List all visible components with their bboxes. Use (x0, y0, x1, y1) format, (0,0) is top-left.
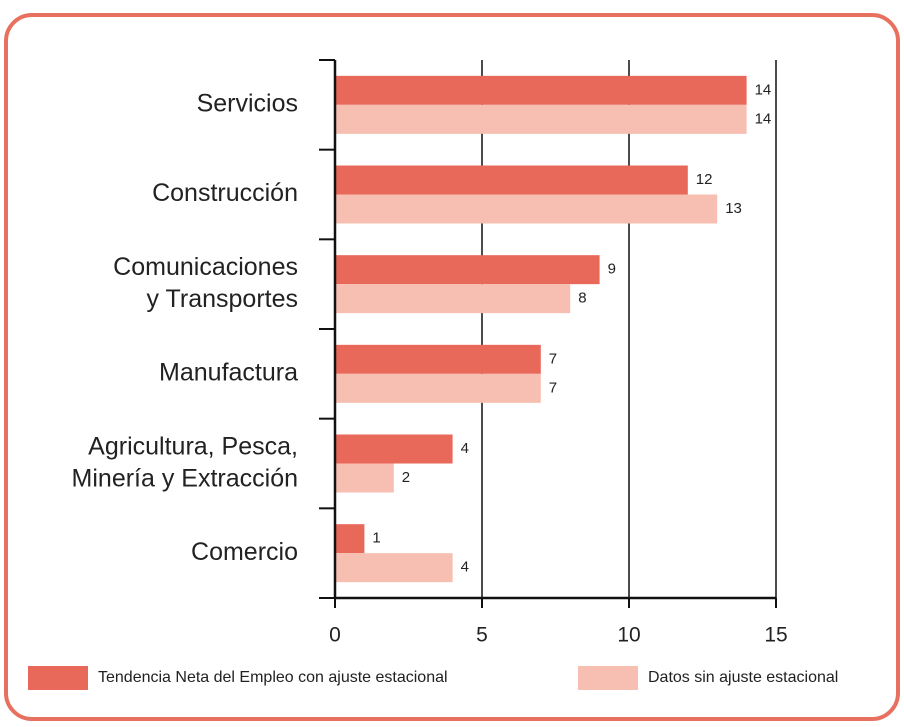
bar (335, 463, 394, 493)
legend-swatch (578, 666, 638, 690)
y-tick-label: Comunicaciones y Transportes (113, 253, 298, 313)
bar (335, 524, 365, 554)
value-label: 1 (372, 530, 380, 547)
bar (335, 255, 600, 285)
bar (335, 373, 541, 403)
x-tick-label: 10 (617, 624, 640, 647)
bar (335, 194, 718, 224)
bar (335, 75, 747, 105)
bar (335, 434, 453, 464)
x-tick-label: 0 (329, 624, 341, 647)
legend-swatch (28, 666, 88, 690)
bar (335, 284, 571, 314)
y-tick-label: Comercio (191, 538, 298, 566)
bar (335, 344, 541, 374)
value-label: 2 (402, 469, 410, 486)
legend-label: Tendencia Neta del Empleo con ajuste est… (98, 669, 448, 686)
value-label: 8 (578, 290, 586, 307)
y-tick-label: Agricultura, Pesca, Minería y Extracción (72, 432, 298, 492)
value-label: 4 (461, 559, 469, 576)
x-tick-label: 5 (476, 624, 488, 647)
value-label: 9 (608, 261, 616, 278)
value-label: 14 (755, 110, 772, 127)
value-label: 13 (725, 200, 742, 217)
bar (335, 553, 453, 583)
y-tick-label: Servicios (197, 89, 298, 117)
value-label: 4 (461, 440, 469, 457)
value-label: 14 (755, 81, 772, 98)
y-tick-label: Construcción (152, 179, 298, 207)
bar (335, 104, 747, 134)
y-tick-label: Manufactura (159, 358, 298, 386)
value-label: 12 (696, 171, 713, 188)
bar (335, 165, 688, 195)
x-tick-label: 15 (764, 624, 787, 647)
value-label: 7 (549, 350, 557, 367)
legend-label: Datos sin ajuste estacional (648, 669, 838, 686)
value-label: 7 (549, 379, 557, 396)
